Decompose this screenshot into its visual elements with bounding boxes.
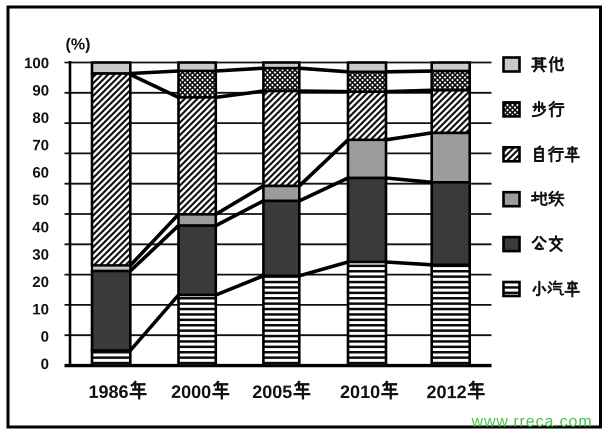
svg-text:40: 40	[32, 219, 49, 236]
svg-text:2010: 2010	[340, 382, 380, 402]
svg-text:0: 0	[41, 356, 49, 373]
svg-text:0: 0	[41, 329, 49, 346]
svg-text:2005: 2005	[252, 382, 292, 402]
svg-text:80: 80	[32, 110, 49, 127]
svg-text:1986: 1986	[88, 382, 128, 402]
svg-text:100: 100	[24, 55, 49, 72]
svg-text:70: 70	[32, 137, 49, 154]
svg-text:30: 30	[32, 247, 49, 264]
svg-text:2012: 2012	[427, 382, 467, 402]
svg-text:www.rreca.com: www.rreca.com	[470, 413, 592, 430]
svg-text:90: 90	[32, 83, 49, 100]
svg-text:60: 60	[32, 165, 49, 182]
svg-text:50: 50	[32, 192, 49, 209]
svg-text:(%): (%)	[66, 36, 91, 53]
svg-text:10: 10	[32, 301, 49, 318]
svg-text:2000: 2000	[171, 382, 211, 402]
svg-text:20: 20	[32, 274, 49, 291]
